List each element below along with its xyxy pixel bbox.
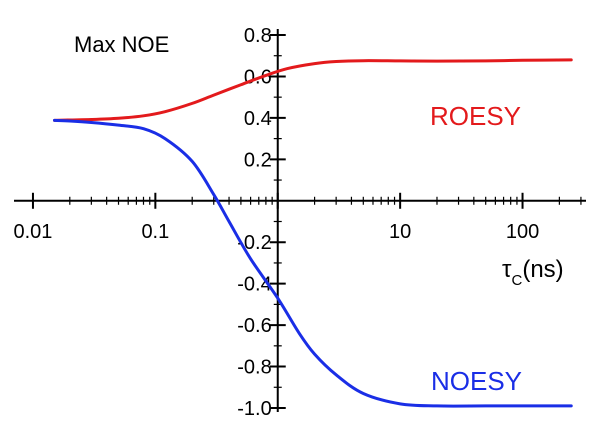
x-tick-label: 100 (506, 221, 539, 243)
x-axis-label-unit: (ns) (522, 256, 563, 283)
y-tick-label: -1.0 (237, 398, 271, 420)
y-tick-label: 0.4 (244, 108, 272, 130)
x-tick-label: 0.01 (13, 221, 52, 243)
x-tick-label: 0.1 (141, 221, 169, 243)
series-line-noesy (53, 118, 573, 408)
y-tick-label: -0.6 (237, 315, 271, 337)
y-tick-label: -0.4 (237, 274, 271, 296)
x-axis-label-subscript: C (511, 272, 522, 289)
x-tick-label: 10 (389, 221, 411, 243)
series-label-noesy: NOESY (431, 366, 522, 396)
series-line-roesy (53, 58, 573, 122)
x-axis-label-tau: τ (502, 256, 512, 283)
y-tick-label: -0.8 (237, 357, 271, 379)
x-ticks: 0.01 0.1 10 100 (13, 192, 582, 243)
x-axis-label: τC(ns) (502, 256, 564, 289)
series-label-roesy: ROESY (430, 101, 521, 131)
y-tick-label: 0.2 (244, 149, 272, 171)
axes (14, 29, 586, 412)
y-tick-label: 0.8 (244, 25, 272, 47)
series-lines (53, 58, 573, 408)
y-axis-label: Max NOE (74, 32, 169, 57)
